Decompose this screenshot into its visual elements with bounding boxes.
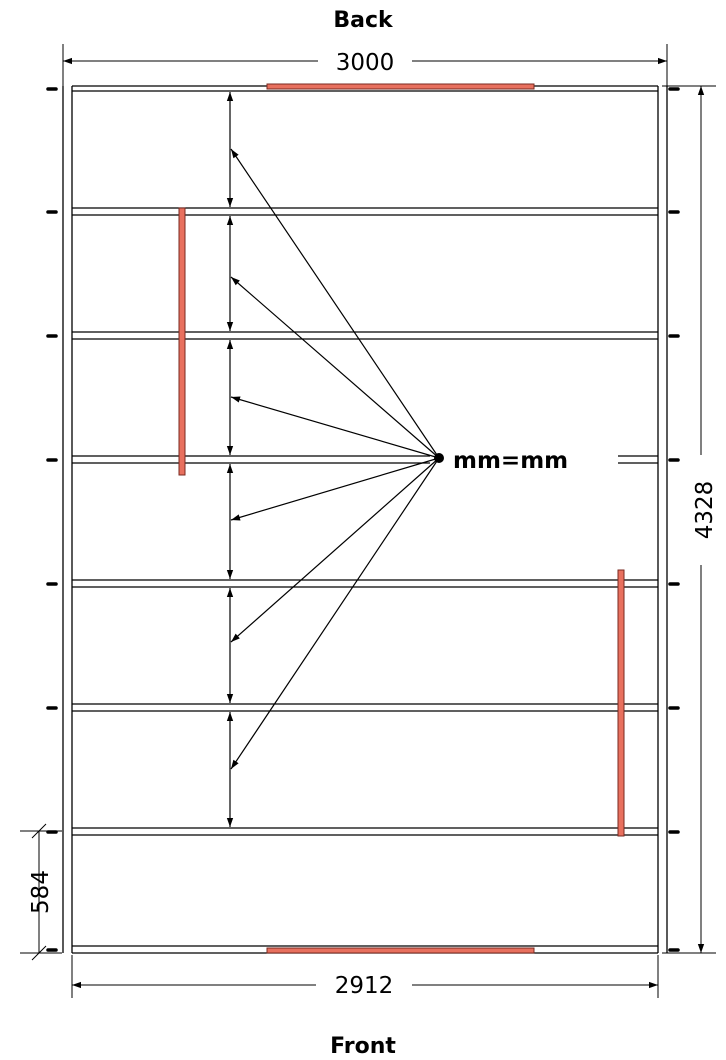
note-background [448,444,614,474]
depth-value: 4328 [692,481,718,540]
fixing-marks [46,87,680,952]
joist [72,827,658,836]
board-back [266,83,535,90]
depth-dimension [662,85,716,954]
joist [72,331,658,340]
front-label: Front [330,1034,396,1059]
joist [72,207,658,216]
board-right [617,569,625,837]
top-width-value: 3000 [336,50,395,76]
leader-arrows [230,148,440,770]
joist [72,579,658,588]
top-width-dimension [62,44,668,88]
frame [62,86,668,953]
joists [72,85,658,954]
joist [72,703,658,712]
spacing-value: 584 [28,870,54,914]
back-label: Back [333,8,394,33]
equal-spacing-note: mm=mm [453,448,568,474]
board-left [178,207,186,476]
boards [178,83,625,954]
joist [72,455,658,464]
bottom-width-dimension [71,955,659,998]
leader-origin-dot [434,453,444,463]
board-front [266,947,535,954]
bottom-width-value: 2912 [335,973,394,999]
